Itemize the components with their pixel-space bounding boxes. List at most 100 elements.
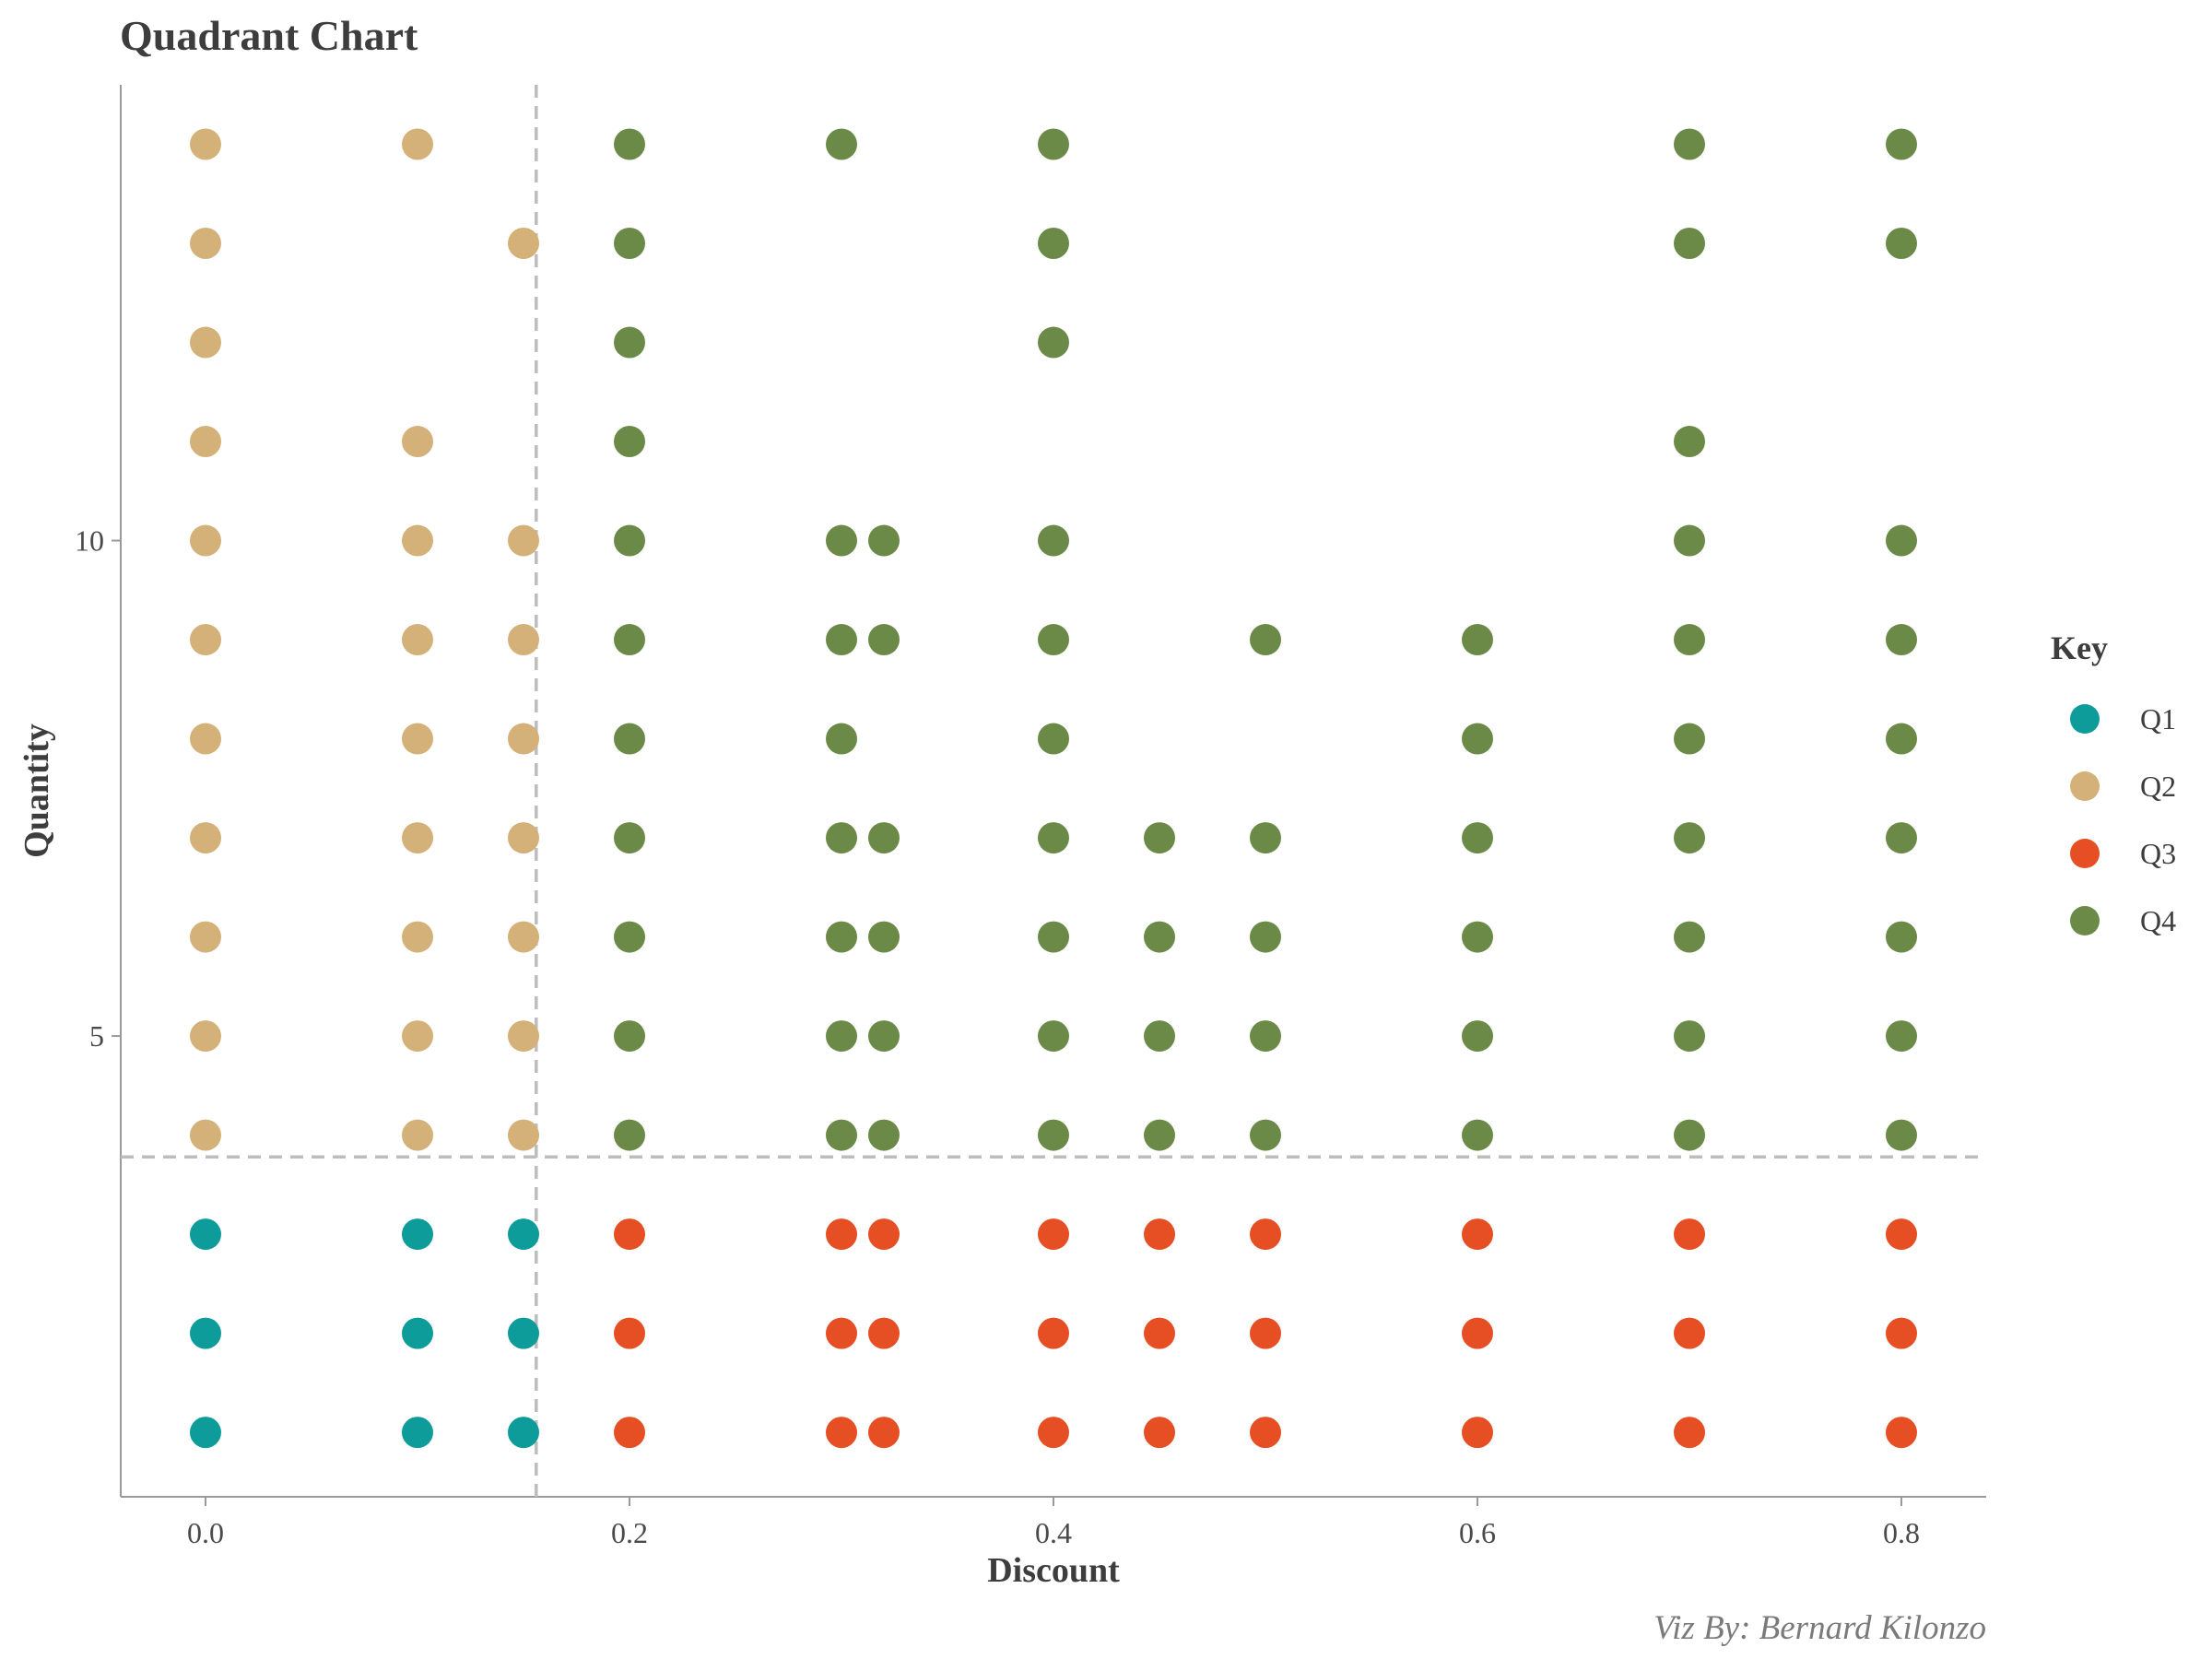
point-q4: [826, 524, 857, 557]
point-q4: [868, 1119, 900, 1151]
point-q4: [1462, 1020, 1493, 1053]
point-q4: [614, 326, 645, 359]
point-q2: [190, 822, 221, 854]
point-q3: [1462, 1218, 1493, 1251]
point-q4: [1038, 723, 1069, 755]
point-q4: [868, 822, 900, 854]
legend-marker-q2: [2070, 771, 2100, 801]
x-tick-label: 0.4: [1035, 1516, 1072, 1549]
point-q1: [402, 1317, 433, 1349]
point-q4: [1886, 524, 1917, 557]
point-q2: [402, 921, 433, 953]
point-q4: [1144, 822, 1175, 854]
point-q1: [402, 1417, 433, 1449]
point-q2: [508, 524, 539, 557]
point-q2: [508, 723, 539, 755]
legend-label-q4: Q4: [2140, 904, 2176, 937]
axes: [120, 85, 1986, 1498]
point-q1: [402, 1218, 433, 1251]
point-q4: [1038, 822, 1069, 854]
point-q2: [190, 228, 221, 260]
point-q4: [826, 723, 857, 755]
point-q3: [868, 1317, 900, 1349]
point-q3: [1674, 1417, 1705, 1449]
point-q4: [826, 128, 857, 160]
point-q4: [1674, 822, 1705, 854]
point-q2: [190, 326, 221, 359]
y-tick-label: 10: [75, 524, 104, 558]
point-q4: [614, 426, 645, 458]
point-q2: [402, 1020, 433, 1053]
point-q4: [614, 822, 645, 854]
point-q3: [1250, 1417, 1281, 1449]
point-q4: [826, 1020, 857, 1053]
point-q4: [614, 128, 645, 160]
point-q4: [1886, 228, 1917, 260]
point-q4: [1038, 326, 1069, 359]
x-tick-label: 0.6: [1459, 1516, 1496, 1549]
caption: Viz By: Bernard Kilonzo: [1653, 1609, 1986, 1647]
point-q2: [402, 128, 433, 160]
x-tick-label: 0.8: [1883, 1516, 1920, 1549]
x-tick-label: 0.0: [187, 1516, 224, 1549]
point-q1: [190, 1317, 221, 1349]
point-q4: [1674, 426, 1705, 458]
point-q2: [190, 723, 221, 755]
point-q4: [1886, 1119, 1917, 1151]
point-q2: [508, 1119, 539, 1151]
point-q3: [1462, 1417, 1493, 1449]
point-q4: [614, 1119, 645, 1151]
point-q2: [190, 624, 221, 656]
point-q2: [190, 426, 221, 458]
point-q4: [614, 624, 645, 656]
point-q4: [1674, 1020, 1705, 1053]
point-q3: [1250, 1317, 1281, 1349]
point-q4: [1886, 1020, 1917, 1053]
point-q4: [868, 1020, 900, 1053]
point-q4: [826, 921, 857, 953]
point-q4: [1462, 624, 1493, 656]
point-q4: [1886, 822, 1917, 854]
point-q4: [1462, 921, 1493, 953]
point-q3: [1038, 1218, 1069, 1251]
point-q4: [1038, 1020, 1069, 1053]
point-q2: [190, 1020, 221, 1053]
point-q2: [402, 624, 433, 656]
legend-label-q2: Q2: [2140, 770, 2176, 803]
point-q4: [826, 822, 857, 854]
point-q4: [1886, 128, 1917, 160]
point-q4: [614, 228, 645, 260]
point-q3: [826, 1317, 857, 1349]
point-q3: [1674, 1317, 1705, 1349]
point-q4: [1250, 1119, 1281, 1151]
point-q4: [1144, 1020, 1175, 1053]
point-q4: [1674, 228, 1705, 260]
legend-label-q1: Q1: [2140, 702, 2176, 735]
point-q2: [190, 1119, 221, 1151]
point-q2: [508, 1020, 539, 1053]
point-q4: [1674, 624, 1705, 656]
point-q2: [402, 723, 433, 755]
legend-label-q3: Q3: [2140, 837, 2176, 870]
point-q2: [508, 228, 539, 260]
point-q2: [402, 426, 433, 458]
legend-marker-q3: [2070, 839, 2100, 868]
point-q4: [868, 524, 900, 557]
point-q2: [190, 524, 221, 557]
point-q3: [1886, 1317, 1917, 1349]
point-q4: [1886, 624, 1917, 656]
y-tick-label: 5: [89, 1019, 104, 1053]
point-q3: [1038, 1317, 1069, 1349]
point-q2: [402, 822, 433, 854]
point-q2: [508, 822, 539, 854]
point-q2: [508, 624, 539, 656]
point-q3: [614, 1317, 645, 1349]
point-q4: [1144, 1119, 1175, 1151]
point-q3: [1886, 1417, 1917, 1449]
data-points: [190, 128, 1917, 1449]
point-q2: [190, 921, 221, 953]
point-q4: [1674, 128, 1705, 160]
point-q1: [508, 1218, 539, 1251]
point-q4: [1462, 822, 1493, 854]
